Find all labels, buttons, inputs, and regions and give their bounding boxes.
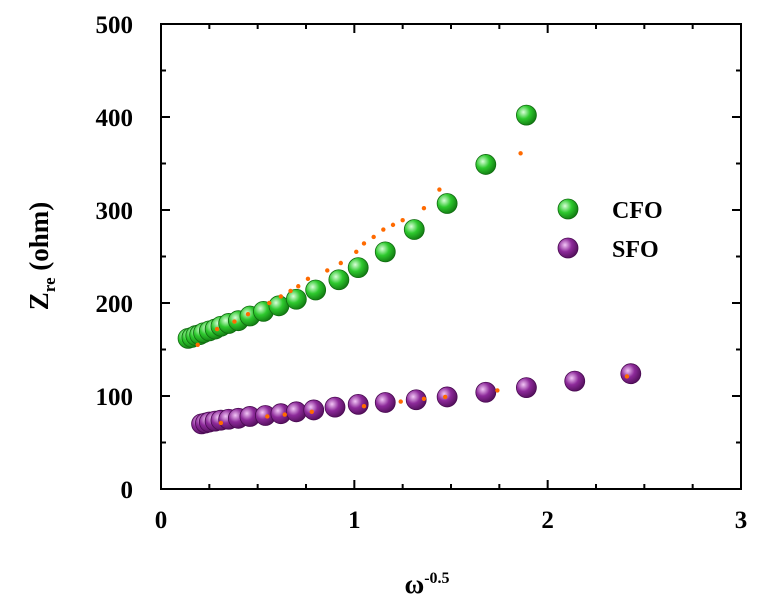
fit-point	[245, 311, 251, 317]
data-point-sfo	[516, 377, 537, 399]
data-point-sfo	[324, 396, 346, 418]
fit-series-2	[195, 151, 523, 348]
fit-point	[437, 187, 442, 192]
fit-point	[400, 218, 405, 223]
data-point-cfo	[516, 104, 537, 126]
fit-point	[421, 396, 427, 401]
fit-point	[305, 276, 311, 282]
tick-marks	[160, 23, 742, 490]
y-axis-label: Zre (ohm)	[24, 202, 59, 311]
legend-label-sfo: SFO	[612, 237, 659, 263]
fit-point	[325, 268, 330, 273]
data-point-sfo	[475, 381, 497, 403]
data-point-cfo	[328, 269, 350, 291]
y-tick-label: 500	[96, 12, 134, 39]
data-point-cfo	[403, 219, 425, 240]
fit-point	[267, 300, 272, 306]
y-tick-label: 0	[121, 477, 134, 504]
fit-point	[421, 205, 427, 211]
fit-point	[288, 288, 293, 294]
fit-point	[354, 249, 359, 255]
fit-point	[265, 414, 270, 419]
data-point-sfo	[405, 389, 427, 411]
fit-point	[361, 404, 367, 409]
fit-point	[232, 319, 237, 324]
fit-point	[390, 222, 396, 228]
fit-point	[495, 388, 500, 393]
data-point-sfo	[303, 399, 325, 421]
legend: CFO SFO	[557, 198, 663, 263]
tick-labels: 0 100 200 300 400 500 0 1 2 3	[96, 12, 748, 534]
legend-marker-sfo	[557, 237, 579, 259]
series-cfo	[177, 104, 537, 349]
fit-point	[282, 412, 287, 417]
x-tick-label: 0	[155, 507, 168, 534]
fit-series-3	[218, 374, 630, 426]
legend-marker-cfo	[557, 198, 579, 220]
y-tick-label: 300	[96, 198, 134, 225]
data-point-sfo	[564, 370, 586, 392]
legend-label-cfo: CFO	[612, 198, 663, 224]
data-point-sfo	[285, 401, 307, 423]
fit-point	[398, 399, 403, 404]
fit-point	[443, 394, 448, 400]
data-point-sfo	[347, 393, 369, 415]
fit-point	[218, 420, 224, 426]
fit-point	[518, 151, 523, 156]
series-sfo	[191, 363, 642, 435]
data-point-cfo	[305, 279, 327, 301]
data-point-cfo	[475, 154, 497, 175]
data-point-cfo	[347, 257, 369, 279]
fit-point	[309, 409, 314, 415]
y-tick-label: 100	[96, 384, 134, 411]
x-axis-label: ω-0.5	[404, 569, 449, 599]
fit-point	[338, 260, 343, 266]
data-point-sfo	[620, 363, 642, 385]
x-tick-label: 1	[348, 507, 361, 534]
series-layer	[177, 104, 642, 435]
fit-point	[278, 294, 284, 299]
fit-point	[296, 284, 301, 289]
data-point-cfo	[268, 295, 290, 317]
y-tick-label: 200	[96, 291, 134, 318]
x-tick-label: 3	[735, 507, 748, 534]
fit-point	[624, 374, 630, 379]
data-point-cfo	[436, 193, 458, 214]
data-point-cfo	[285, 288, 307, 310]
fit-point	[195, 342, 200, 348]
x-tick-label: 2	[541, 507, 554, 534]
y-tick-label: 400	[96, 105, 134, 132]
fit-point	[361, 241, 367, 246]
fit-point	[371, 234, 376, 240]
data-point-sfo	[374, 392, 396, 413]
fit-point	[381, 227, 386, 232]
data-point-cfo	[374, 241, 396, 263]
fit-point	[214, 326, 220, 332]
